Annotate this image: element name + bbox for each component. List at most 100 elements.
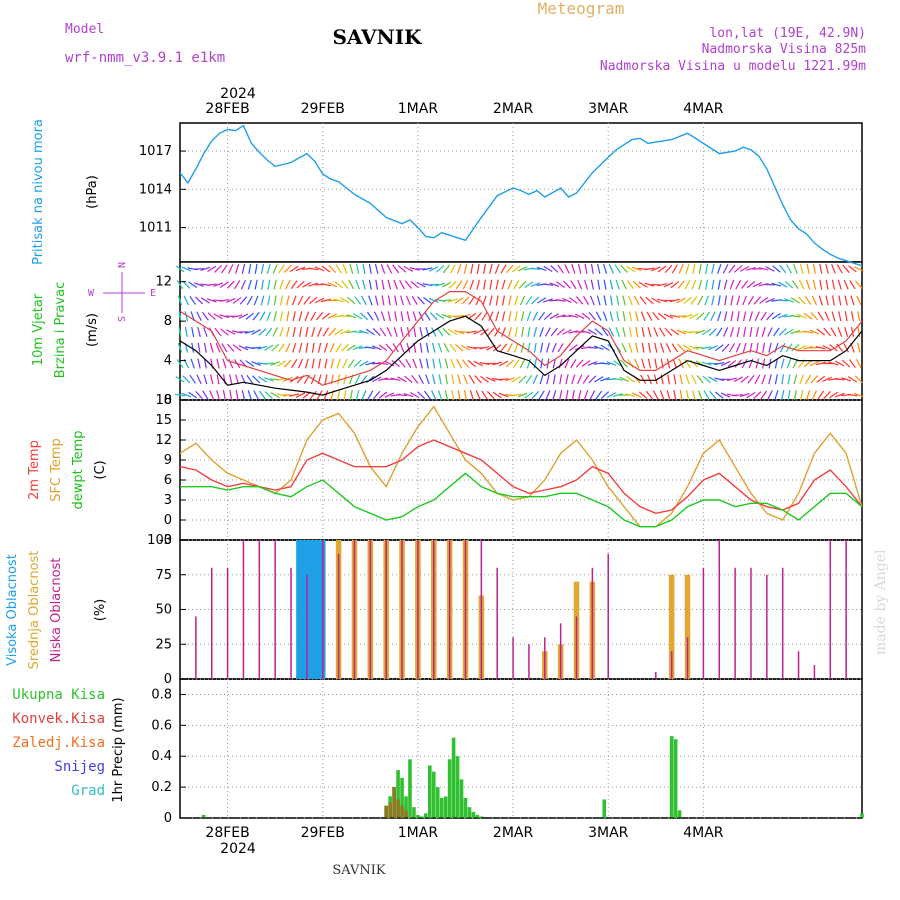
wind-arrow: [220, 328, 229, 336]
wind-arrow: [441, 313, 452, 319]
wind-arrow: [238, 345, 249, 351]
wind-arrow: [844, 295, 848, 306]
wind-arrow: [481, 311, 488, 321]
wind-arrow: [714, 377, 725, 382]
wind-arrow: [597, 279, 601, 290]
wind-arrow: [749, 326, 753, 338]
low-cloud-bar: [591, 567, 594, 679]
wind-arrow: [406, 342, 411, 353]
wind-arrow: [810, 312, 819, 321]
elevation: Nadmorska Visina 825m: [702, 42, 867, 57]
wind-arrow: [663, 281, 674, 288]
wind-arrow: [695, 329, 706, 335]
wind-arrow: [799, 374, 805, 385]
wind-arrow: [311, 358, 315, 369]
wind-arrow: [622, 311, 626, 322]
wind-arrow: [774, 358, 778, 369]
low-cloud-bar: [670, 651, 673, 679]
wind-arrow: [416, 281, 426, 288]
wind-arrow: [519, 358, 526, 369]
wind-arrow: [238, 313, 249, 319]
wind-arrow: [295, 266, 306, 272]
wind-arrow: [533, 358, 538, 369]
wind-arrow: [292, 326, 296, 338]
wind-arrow: [246, 374, 254, 384]
wind-arrow: [603, 263, 608, 274]
wind-arrow: [612, 393, 623, 398]
wind-arrow: [542, 283, 553, 286]
wind-arrow: [696, 312, 705, 321]
wind-arrow: [760, 390, 768, 400]
cloud-label-low: Niska Oblacnost: [49, 558, 64, 663]
wind-arrow: [263, 362, 274, 365]
wind-arrow: [525, 374, 533, 384]
date-top-4: 3MAR: [588, 101, 629, 117]
high-cloud-bar: [316, 540, 322, 679]
wind-arrow: [232, 344, 242, 352]
wind-arrow: [397, 394, 408, 396]
wind-arrow: [584, 279, 589, 290]
wind-arrow: [768, 374, 772, 385]
wind-arrow: [666, 358, 671, 369]
wind-arrow: [593, 345, 604, 350]
wind-arrow: [823, 327, 831, 337]
wind-arrow: [342, 264, 348, 274]
wind-arrow: [196, 311, 202, 321]
wind-arrow: [298, 311, 303, 322]
wind-arrow: [557, 343, 564, 353]
wind-arrow: [233, 280, 241, 290]
wind-arrow: [191, 342, 195, 353]
wind-label-2: Brzina i Pravac: [53, 282, 68, 379]
wind-arrow: [176, 280, 184, 290]
low-cloud-bar: [718, 540, 721, 679]
footer-station: SAVNIK: [332, 863, 386, 878]
wind-arrow: [400, 326, 404, 337]
wind-arrow: [549, 313, 559, 320]
wind-arrow: [259, 311, 266, 321]
precip-legend-item-1: Konvek.Kisa: [12, 711, 105, 727]
station-title: SAVNIK: [332, 25, 422, 49]
wind-arrow: [727, 359, 737, 368]
wind-arrow: [822, 344, 832, 351]
rain-bar: [677, 810, 682, 818]
precip-legend-item-3: Snijeg: [54, 759, 105, 775]
wind-arrow: [736, 295, 741, 306]
wind-arrow: [210, 374, 214, 385]
wind-arrow: [229, 390, 233, 401]
wind-arrow: [631, 266, 642, 272]
date-bottom-4: 3MAR: [588, 825, 629, 841]
low-cloud-bar: [448, 540, 451, 679]
wind-arrow: [227, 343, 235, 352]
wind-arrow: [616, 295, 620, 306]
wind-arrow: [226, 280, 235, 289]
wind-arrow: [424, 390, 431, 400]
wind-arrow: [594, 328, 603, 336]
wind-arrow: [189, 295, 197, 305]
wind-arrow: [181, 392, 192, 398]
wind-arrow: [698, 263, 702, 274]
wind-arrow: [641, 342, 645, 353]
wind-arrow: [784, 298, 794, 303]
rain-bar: [404, 796, 408, 818]
wind-arrow: [235, 374, 240, 385]
wind-arrow: [628, 295, 633, 306]
wind-arrow: [442, 328, 451, 336]
wind-arrow: [308, 267, 319, 271]
wind-arrow: [848, 265, 857, 273]
wind-arrow: [644, 282, 655, 287]
wind-arrow: [498, 378, 509, 381]
low-cloud-bar: [290, 567, 292, 679]
wind-arrow: [327, 313, 338, 319]
wind-unit: (m/s): [85, 313, 100, 347]
wind-arrow: [635, 326, 639, 338]
wind-arrow: [324, 374, 328, 385]
wind-arrow: [723, 311, 728, 322]
wind-arrow: [354, 296, 362, 305]
wind-arrow: [568, 330, 579, 334]
wind-arrow: [676, 297, 686, 304]
wind-arrow: [447, 298, 458, 303]
wind-arrow: [734, 359, 742, 368]
wind-arrow: [583, 390, 589, 400]
wind-arrow: [499, 343, 508, 353]
wind-arrow: [272, 327, 278, 337]
